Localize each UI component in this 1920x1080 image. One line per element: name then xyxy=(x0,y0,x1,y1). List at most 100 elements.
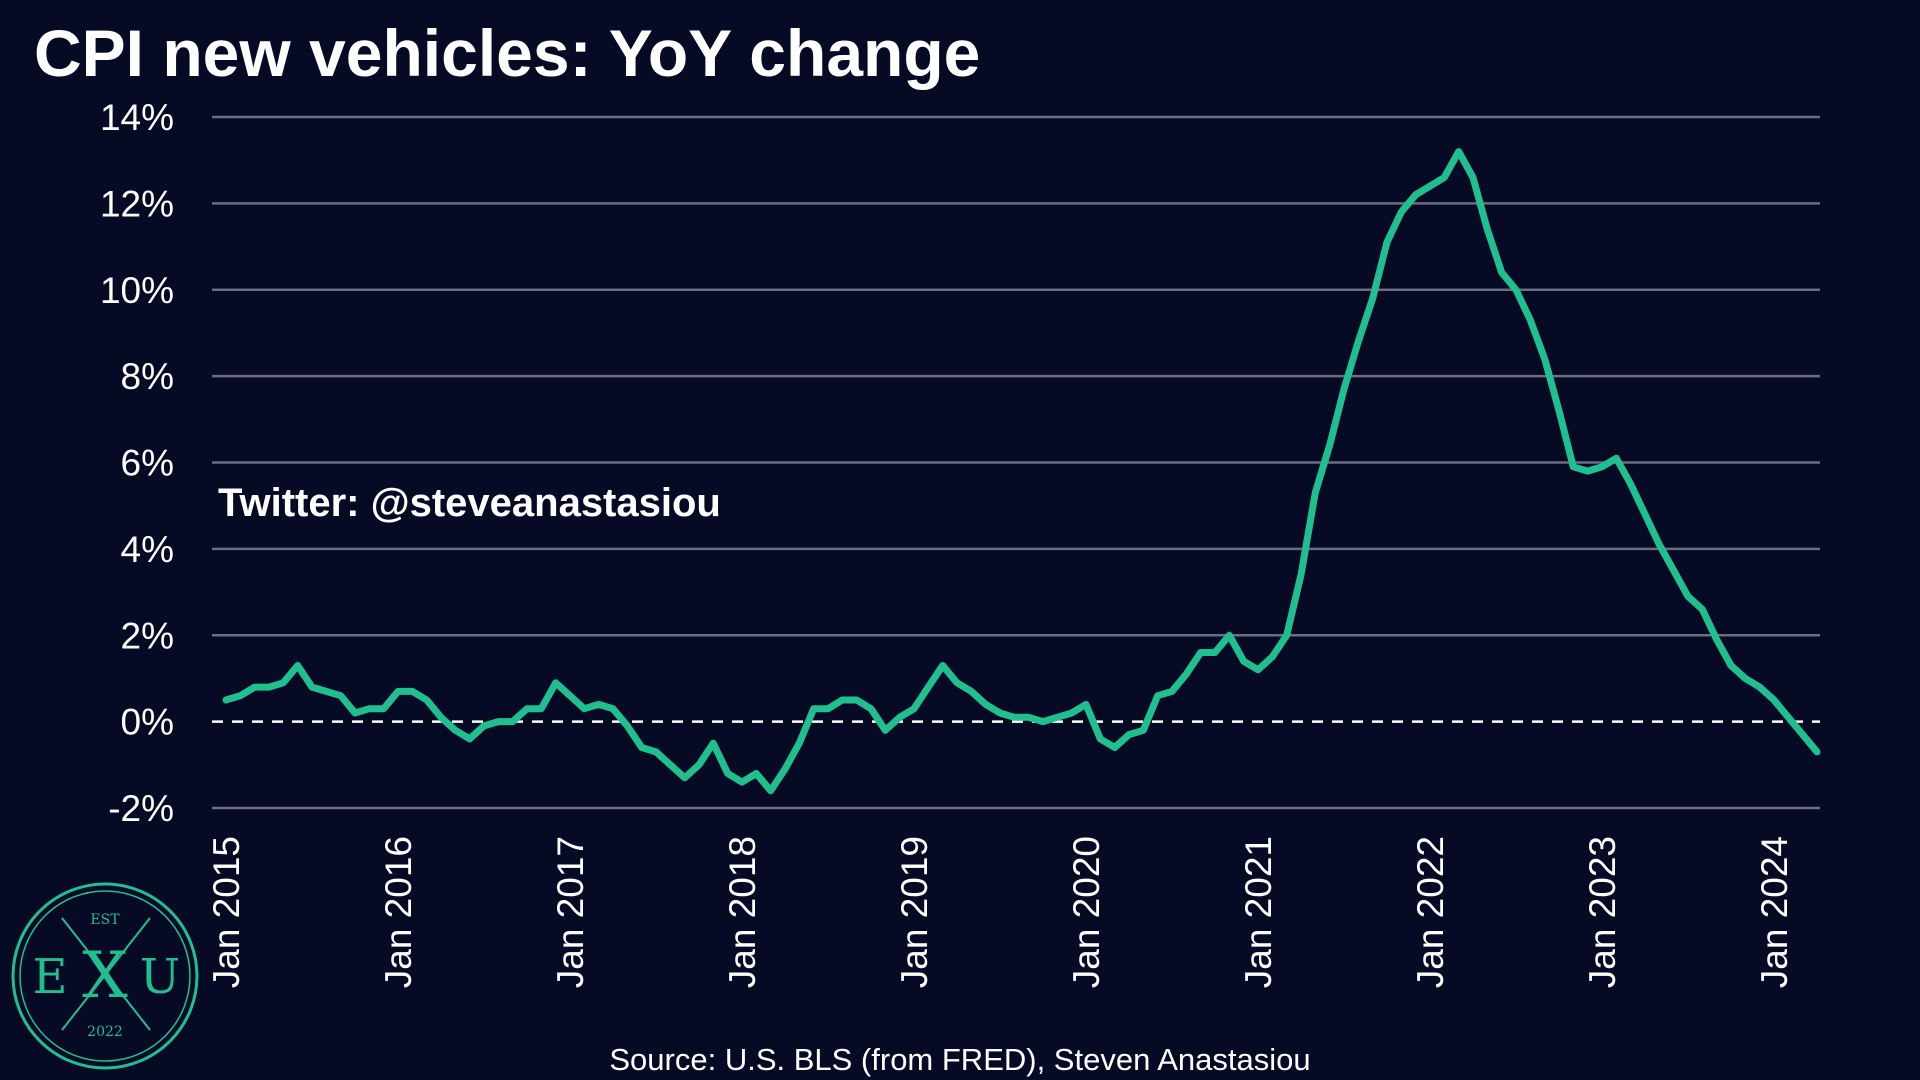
data-point xyxy=(884,729,887,732)
x-tick-label: Jan 2017 xyxy=(550,836,591,988)
data-point xyxy=(999,712,1001,714)
data-point xyxy=(1687,595,1689,598)
data-point xyxy=(669,764,672,766)
data-point xyxy=(913,707,915,710)
twitter-watermark: Twitter: @steveanastasiou xyxy=(218,481,721,525)
data-point xyxy=(927,686,930,688)
data-point xyxy=(1328,444,1331,447)
data-point xyxy=(1429,185,1431,187)
chart-title: CPI new vehicles: YoY change xyxy=(34,16,980,90)
y-tick-label: 2% xyxy=(121,615,174,656)
data-point xyxy=(970,690,973,693)
data-point xyxy=(583,707,586,710)
data-point xyxy=(1615,457,1618,460)
y-tick-label: -2% xyxy=(108,788,174,829)
x-tick-label: Jan 2021 xyxy=(1238,836,1279,988)
logo-est: EST xyxy=(90,912,120,928)
data-point xyxy=(1672,569,1675,572)
y-tick-label: 0% xyxy=(121,702,174,743)
y-tick-label: 6% xyxy=(121,443,174,484)
x-tick-label: Jan 2020 xyxy=(1066,836,1107,988)
data-point xyxy=(1257,669,1259,671)
data-point xyxy=(497,720,500,723)
data-point xyxy=(1715,638,1718,641)
data-point xyxy=(870,707,872,710)
data-point xyxy=(569,694,571,697)
y-tick-label: 12% xyxy=(100,183,174,224)
series-layer xyxy=(222,148,1821,795)
data-point xyxy=(1185,673,1188,675)
data-point xyxy=(1300,574,1302,576)
data-point xyxy=(468,738,471,740)
data-point xyxy=(1371,297,1374,300)
logo-circle-outer xyxy=(11,882,199,1070)
grid-lines xyxy=(212,115,1820,810)
data-point xyxy=(841,699,844,701)
x-tick-label: Jan 2015 xyxy=(206,836,247,988)
y-axis-ticks: -2% 0% 2% 4% 6% 8% 10% 12% 14% xyxy=(100,97,174,829)
series-line xyxy=(222,148,1821,795)
data-point xyxy=(354,712,356,714)
data-point xyxy=(1515,289,1517,291)
data-point xyxy=(511,720,514,723)
data-point xyxy=(239,694,242,697)
data-point xyxy=(1343,388,1345,390)
data-point xyxy=(741,781,743,783)
data-point xyxy=(784,768,786,770)
data-point xyxy=(1070,712,1073,714)
data-point xyxy=(1386,241,1388,243)
data-point xyxy=(296,664,299,667)
data-point xyxy=(253,686,256,688)
data-point xyxy=(1629,483,1632,485)
data-point xyxy=(1558,409,1560,412)
data-point xyxy=(827,707,829,710)
data-point xyxy=(712,742,715,744)
data-point xyxy=(425,699,428,701)
data-point xyxy=(540,707,543,710)
y-tick-label: 14% xyxy=(100,97,174,138)
data-point xyxy=(655,751,657,753)
data-point xyxy=(1486,228,1489,231)
data-point xyxy=(368,707,371,710)
data-point xyxy=(984,703,987,706)
data-point xyxy=(726,772,729,775)
data-point xyxy=(1601,466,1603,468)
data-point xyxy=(1228,634,1231,637)
data-point xyxy=(1586,470,1589,472)
y-tick-label: 8% xyxy=(121,356,174,397)
data-point xyxy=(483,725,485,727)
data-point xyxy=(225,699,227,701)
data-point xyxy=(382,707,385,710)
data-point xyxy=(311,686,313,688)
data-point xyxy=(769,789,772,792)
data-point xyxy=(898,716,901,719)
data-point xyxy=(526,707,528,710)
data-point xyxy=(855,699,858,701)
data-point xyxy=(1027,716,1030,719)
data-point xyxy=(282,682,285,684)
x-axis-ticks: Jan 2015 Jan 2016 Jan 2017 Jan 2018 Jan 2019… xyxy=(206,836,1795,988)
data-point xyxy=(597,703,600,706)
data-point xyxy=(612,707,614,710)
x-tick-label: Jan 2019 xyxy=(894,836,935,988)
data-point xyxy=(325,690,328,693)
data-point xyxy=(1099,738,1102,740)
data-point xyxy=(812,707,815,710)
data-point xyxy=(454,729,457,732)
data-point xyxy=(1414,193,1417,196)
data-point xyxy=(1042,720,1044,723)
data-point xyxy=(683,777,686,779)
data-point xyxy=(626,725,629,727)
data-point xyxy=(1156,694,1159,697)
x-tick-label: Jan 2022 xyxy=(1410,836,1451,988)
data-point xyxy=(1644,513,1646,516)
data-point xyxy=(440,716,442,719)
data-point xyxy=(411,690,414,693)
data-point xyxy=(1472,176,1474,179)
data-point xyxy=(1085,703,1087,706)
data-point xyxy=(1142,729,1145,732)
data-point xyxy=(268,686,270,688)
data-point xyxy=(1543,358,1546,360)
data-point xyxy=(1529,319,1532,321)
